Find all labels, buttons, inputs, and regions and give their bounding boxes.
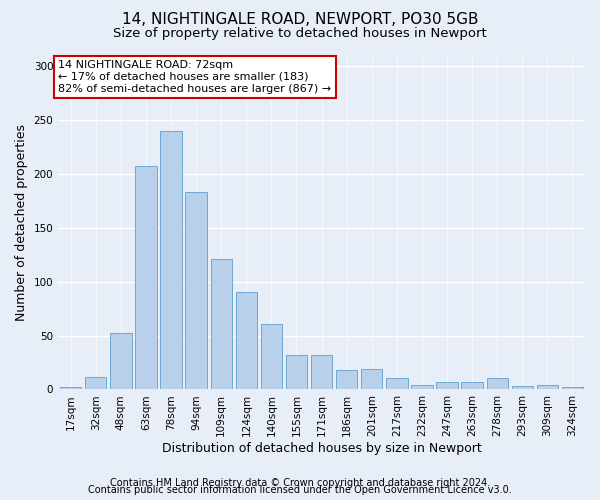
Bar [512, 386, 533, 390]
Bar [136, 166, 157, 390]
Bar [436, 382, 458, 390]
Bar [361, 369, 382, 390]
Bar [60, 388, 82, 390]
Text: Contains public sector information licensed under the Open Government Licence v3: Contains public sector information licen… [88, 485, 512, 495]
Bar [461, 382, 483, 390]
Bar [286, 355, 307, 390]
Bar [85, 376, 106, 390]
Bar [261, 324, 282, 390]
Bar [110, 334, 131, 390]
Bar [160, 130, 182, 390]
Text: 14 NIGHTINGALE ROAD: 72sqm
← 17% of detached houses are smaller (183)
82% of sem: 14 NIGHTINGALE ROAD: 72sqm ← 17% of deta… [58, 60, 331, 94]
Bar [487, 378, 508, 390]
X-axis label: Distribution of detached houses by size in Newport: Distribution of detached houses by size … [162, 442, 481, 455]
Bar [386, 378, 407, 390]
Bar [336, 370, 358, 390]
Bar [411, 385, 433, 390]
Text: Size of property relative to detached houses in Newport: Size of property relative to detached ho… [113, 28, 487, 40]
Bar [562, 388, 583, 390]
Bar [311, 355, 332, 390]
Y-axis label: Number of detached properties: Number of detached properties [15, 124, 28, 320]
Text: 14, NIGHTINGALE ROAD, NEWPORT, PO30 5GB: 14, NIGHTINGALE ROAD, NEWPORT, PO30 5GB [122, 12, 478, 28]
Bar [236, 292, 257, 390]
Bar [185, 192, 207, 390]
Bar [211, 259, 232, 390]
Bar [537, 385, 558, 390]
Text: Contains HM Land Registry data © Crown copyright and database right 2024.: Contains HM Land Registry data © Crown c… [110, 478, 490, 488]
